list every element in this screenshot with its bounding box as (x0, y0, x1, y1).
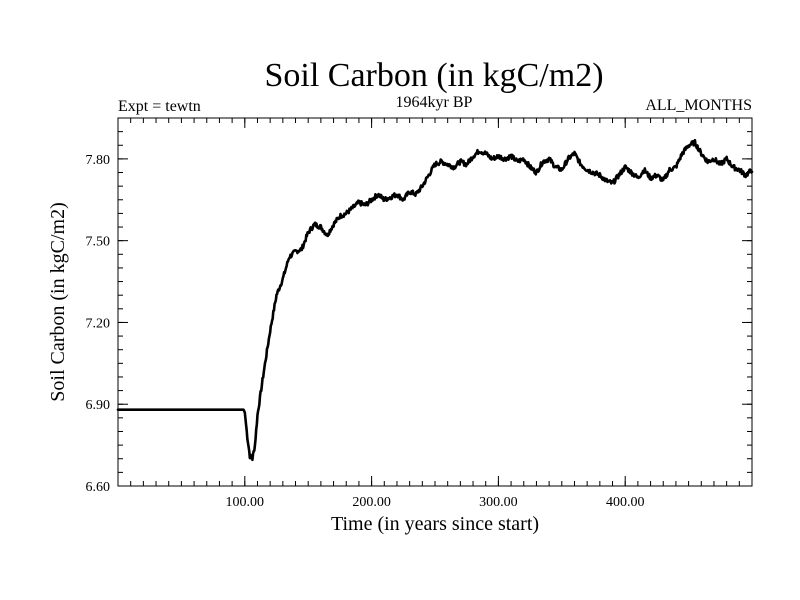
y-tick-label: 7.50 (86, 235, 111, 250)
x-tick-label: 200.00 (352, 495, 391, 510)
x-tick-label: 100.00 (226, 495, 265, 510)
x-tick-label: 300.00 (479, 495, 518, 510)
tick-labels: 100.00 200.00 300.00 400.00 6.60 6.90 7.20 7.50… (86, 153, 645, 510)
months-label: ALL_MONTHS (645, 97, 752, 114)
y-tick-label: 6.60 (86, 480, 111, 495)
plot-frame (117, 117, 753, 487)
y-tick-label: 7.20 (86, 316, 111, 331)
y-tick-label: 6.90 (86, 398, 111, 413)
period-subtitle: 1964kyr BP (396, 94, 473, 111)
experiment-label: Expt = tewtn (118, 98, 201, 115)
x-axis-label: Time (in years since start) (331, 513, 539, 535)
y-tick-label: 7.80 (86, 153, 111, 168)
chart-title: Soil Carbon (in kgC/m2) (264, 57, 603, 94)
minor-ticks (118, 118, 752, 486)
x-tick-label: 400.00 (606, 495, 645, 510)
series-line-soil-carbon (116, 138, 754, 462)
y-axis-label: Soil Carbon (in kgC/m2) (47, 202, 69, 401)
major-ticks (118, 118, 752, 487)
